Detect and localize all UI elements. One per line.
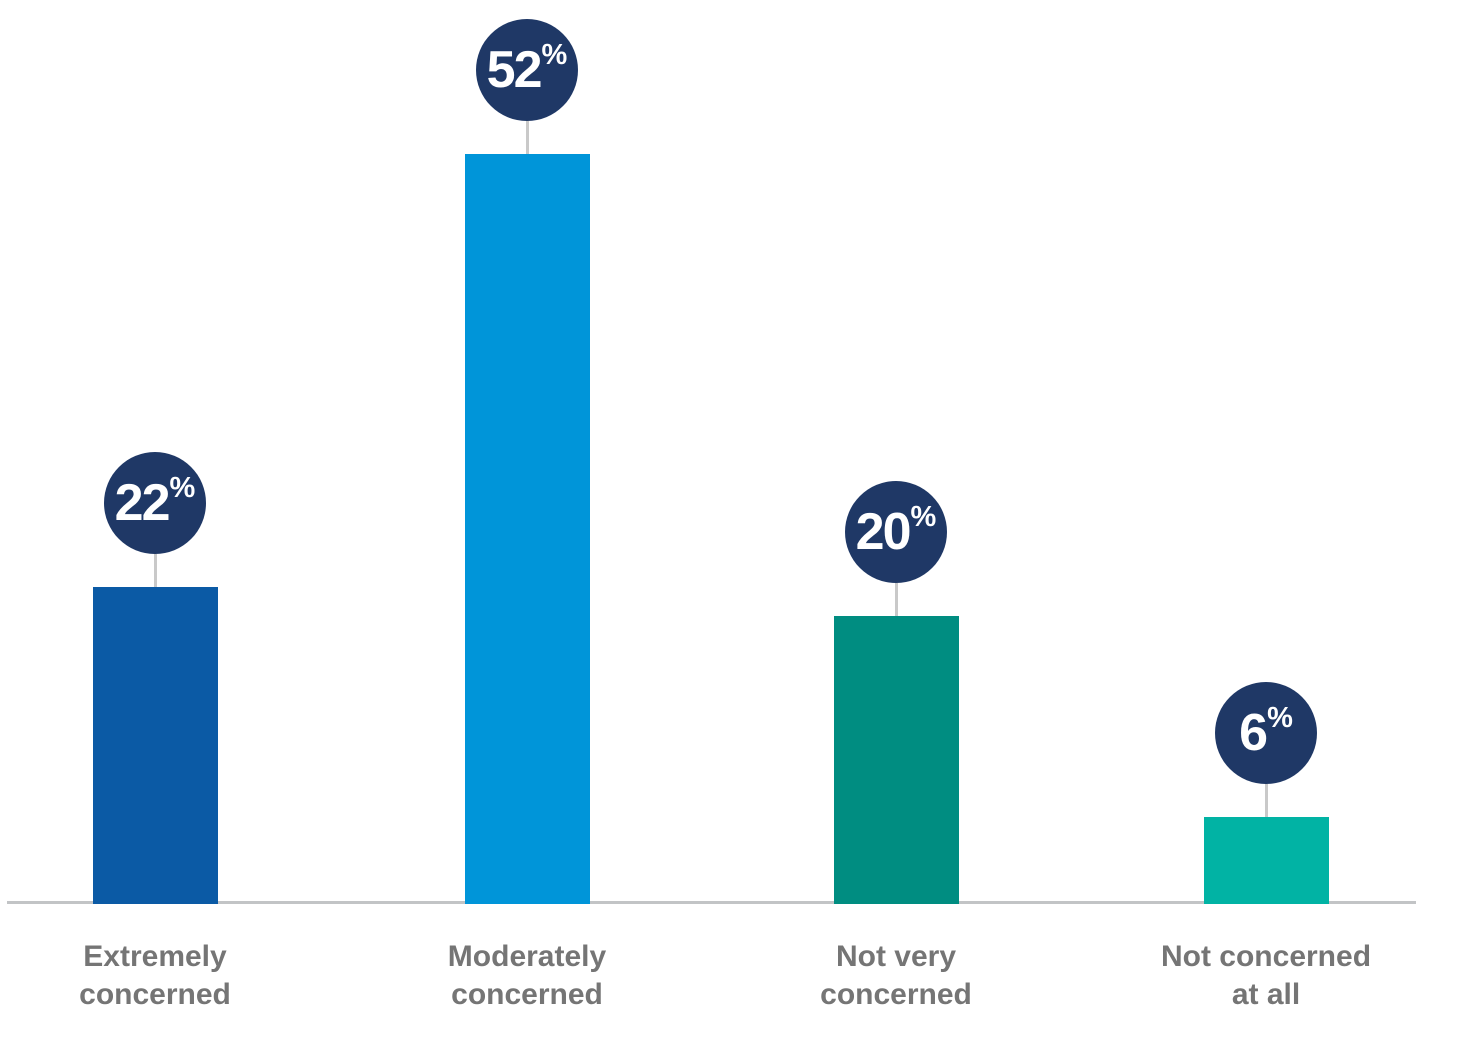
category-label: Extremely concerned — [0, 938, 345, 1014]
x-axis-baseline — [7, 901, 1416, 904]
category-label: Not very concerned — [706, 938, 1086, 1014]
value-badge-number: 6 — [1239, 704, 1268, 762]
category-label-line: Not concerned — [1160, 940, 1372, 973]
category-label-line: concerned — [820, 978, 972, 1011]
bar-1 — [92, 587, 218, 904]
bar-2 — [464, 154, 590, 904]
category-label-line: Not very — [835, 940, 957, 973]
value-badge-number: 20 — [855, 503, 912, 561]
value-badge-percent-sign: % — [169, 471, 196, 504]
category-label-line: Extremely — [83, 940, 227, 973]
category-label-line: at all — [1231, 978, 1301, 1011]
category-label: Not concerned at all — [1076, 938, 1456, 1014]
value-badge-percent-sign: % — [1267, 701, 1293, 734]
category-label: Moderately concerned — [337, 938, 717, 1014]
bar-4 — [1203, 817, 1329, 904]
category-label-line: concerned — [451, 978, 603, 1011]
badge-connector-line — [154, 554, 157, 587]
value-badge-percent-sign: % — [541, 38, 568, 71]
value-badge: 6% — [1215, 682, 1317, 784]
category-label-line: Moderately — [447, 940, 607, 973]
value-badge-percent-sign: % — [910, 500, 937, 533]
value-badge-number: 22 — [114, 474, 171, 532]
badge-connector-line — [895, 583, 898, 616]
value-badge-number: 52 — [486, 41, 543, 99]
bar-3 — [833, 616, 959, 904]
badge-connector-line — [1265, 784, 1268, 817]
value-badge: 22% — [104, 452, 206, 554]
value-badge: 20% — [845, 481, 947, 583]
category-label-line: concerned — [79, 978, 231, 1011]
value-badge: 52% — [476, 19, 578, 121]
badge-connector-line — [526, 121, 529, 154]
